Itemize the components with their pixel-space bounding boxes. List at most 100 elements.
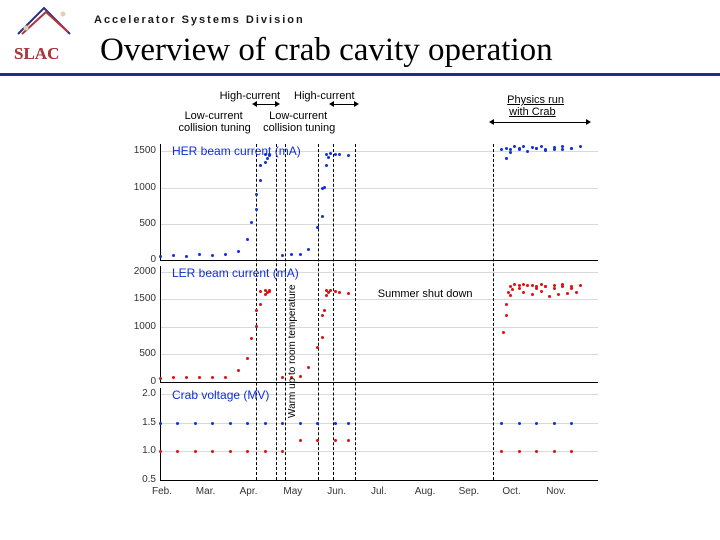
ytick: 0 (124, 254, 156, 265)
data-point (266, 157, 269, 160)
ytick: 2000 (124, 266, 156, 277)
x-label: Mar. (196, 486, 215, 497)
data-point (325, 164, 328, 167)
data-point (211, 422, 214, 425)
x-label: Apr. (240, 486, 258, 497)
data-point (307, 366, 310, 369)
data-point (338, 291, 341, 294)
data-point (250, 337, 253, 340)
gridline (160, 354, 598, 355)
data-point (540, 145, 543, 148)
data-point (544, 149, 547, 152)
data-point (172, 254, 175, 257)
x-axis (160, 260, 598, 261)
data-point (548, 295, 551, 298)
gridline (160, 327, 598, 328)
data-point (535, 287, 538, 290)
data-point (176, 450, 179, 453)
gridline (160, 151, 598, 152)
data-point (259, 303, 262, 306)
warmup-label: Warm up to room temperature (287, 284, 298, 418)
slide-header: SLAC SLAC Accelerator Systems Division O… (0, 0, 720, 74)
data-point (540, 283, 543, 286)
hc2-label: High-current (294, 90, 355, 102)
data-point (237, 250, 240, 253)
data-point (327, 156, 330, 159)
data-point (561, 148, 564, 151)
data-point (570, 422, 573, 425)
data-point (224, 376, 227, 379)
data-point (224, 253, 227, 256)
data-point (505, 157, 508, 160)
data-point (198, 253, 201, 256)
data-point (553, 450, 556, 453)
data-point (553, 287, 556, 290)
data-point (246, 450, 249, 453)
data-point (509, 294, 512, 297)
data-point (334, 422, 337, 425)
data-point (511, 288, 514, 291)
data-point (526, 284, 529, 287)
data-point (259, 164, 262, 167)
data-point (176, 422, 179, 425)
x-label: Nov. (546, 486, 566, 497)
data-point (316, 226, 319, 229)
arrow (333, 104, 355, 105)
data-point (246, 238, 249, 241)
data-point (316, 422, 319, 425)
region-divider-2 (285, 144, 286, 480)
data-point (321, 336, 324, 339)
data-point (557, 293, 560, 296)
data-point (347, 422, 350, 425)
x-label: May (283, 486, 302, 497)
x-label: Aug. (415, 486, 436, 497)
data-point (281, 450, 284, 453)
data-point (246, 422, 249, 425)
data-point (334, 290, 337, 293)
x-label: Oct. (502, 486, 520, 497)
hc1-label: High-current (220, 90, 281, 102)
data-point (325, 294, 328, 297)
gridline (160, 188, 598, 189)
data-point (264, 450, 267, 453)
arrow (493, 122, 587, 123)
data-point (579, 284, 582, 287)
data-point (299, 253, 302, 256)
lc2-a: Low-current (258, 110, 338, 122)
data-point (347, 292, 350, 295)
data-point (327, 291, 330, 294)
data-point (575, 291, 578, 294)
x-axis (160, 382, 598, 383)
data-point (518, 287, 521, 290)
data-point (531, 293, 534, 296)
data-point (500, 450, 503, 453)
data-point (316, 439, 319, 442)
data-point (159, 377, 162, 380)
data-point (509, 151, 512, 154)
region-divider-3 (318, 144, 319, 480)
data-point (535, 422, 538, 425)
data-point (502, 331, 505, 334)
data-point (307, 248, 310, 251)
region-divider-1 (276, 144, 277, 480)
data-point (264, 161, 267, 164)
lc2-b: collision tuning (254, 122, 344, 134)
data-point (255, 193, 258, 196)
x-label: Jul. (371, 486, 387, 497)
slide-title: Overview of crab cavity operation (100, 32, 553, 69)
data-point (211, 376, 214, 379)
timeline-chart: HER beam current (mA)050010001500LER bea… (116, 88, 610, 520)
data-point (194, 450, 197, 453)
data-point (159, 450, 162, 453)
data-point (316, 346, 319, 349)
data-point (255, 325, 258, 328)
data-point (281, 422, 284, 425)
data-point (522, 291, 525, 294)
data-point (237, 369, 240, 372)
ytick: 1500 (124, 293, 156, 304)
lc1-b: collision tuning (170, 122, 260, 134)
slac-wordmark: SLAC SLAC (14, 44, 59, 84)
division-label: Accelerator Systems Division (94, 14, 305, 26)
data-point (531, 284, 534, 287)
data-point (544, 285, 547, 288)
